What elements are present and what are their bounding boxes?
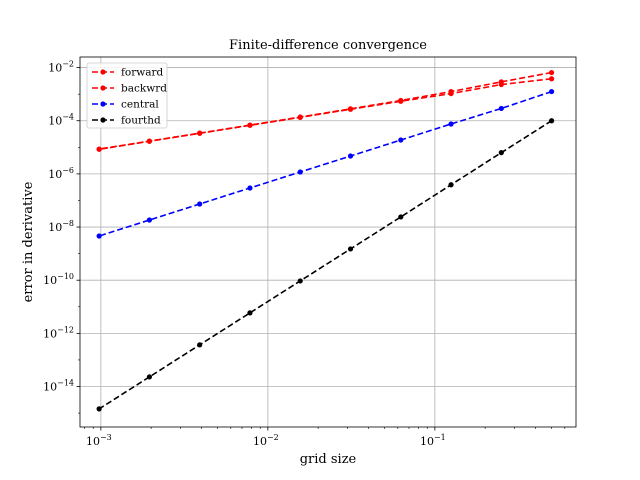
data-point-central [398, 137, 404, 143]
legend: forward backwrd central fourthd [86, 62, 168, 129]
x-tick-label: 10−3 [86, 433, 112, 448]
data-point-fourthd [146, 374, 153, 380]
data-point-backwrd [146, 138, 153, 144]
data-point-central [146, 217, 153, 223]
legend-label: backwrd [121, 83, 167, 95]
data-point-central [96, 233, 102, 239]
chart-title: Finite-difference convergence [229, 38, 427, 53]
data-point-central [247, 185, 253, 191]
data-point-backwrd [398, 98, 404, 104]
data-point-backwrd [347, 106, 354, 112]
series-line-backwrd [99, 77, 552, 151]
y-tick-label: 10−6 [48, 166, 74, 181]
data-point-backwrd [297, 114, 303, 120]
data-point-fourthd [347, 246, 354, 252]
data-point-backwrd [96, 146, 102, 152]
data-point-fourthd [498, 150, 504, 156]
y-tick-label: 10−14 [43, 379, 74, 394]
data-point-central [498, 105, 504, 112]
data-point-fourthd [398, 214, 404, 220]
legend-label: fourthd [121, 115, 161, 127]
x-tick-label: 10−1 [420, 433, 446, 448]
data-point-fourthd [448, 182, 454, 188]
data-point-fourthd [96, 406, 102, 412]
series-line-central [98, 90, 552, 237]
legend-swatch-marker [100, 69, 106, 75]
data-point-central [448, 121, 454, 127]
data-point-central [197, 201, 203, 207]
legend-item-backwrd: backwrd [92, 83, 167, 95]
legend-box [86, 62, 168, 129]
data-point-fourthd [297, 278, 303, 284]
x-tick-label: 10−2 [253, 433, 279, 448]
series-fourthd [96, 118, 555, 412]
legend-label: forward [121, 67, 163, 79]
y-tick-label: 10−4 [48, 113, 74, 128]
data-point-central [549, 88, 555, 95]
legend-item-central: central [92, 99, 159, 111]
data-point-backwrd [498, 81, 504, 88]
data-point-fourthd [197, 342, 203, 348]
series-central [96, 88, 555, 239]
y-tick-label: 10−2 [48, 60, 74, 75]
y-tick-label: 10−10 [43, 272, 74, 287]
data-point-backwrd [197, 130, 203, 136]
legend-swatch-marker [100, 117, 106, 123]
data-point-central [297, 169, 303, 175]
data-point-backwrd [247, 122, 253, 128]
legend-label: central [121, 99, 159, 111]
legend-swatch-marker [100, 101, 106, 107]
y-tick-label: 10−8 [48, 219, 74, 234]
data-point-fourthd [247, 310, 253, 316]
data-point-backwrd [448, 90, 454, 97]
series-backwrd [96, 76, 555, 152]
data-point-fourthd [549, 118, 555, 124]
y-axis-label: error in derivative [21, 181, 36, 302]
data-point-backwrd [549, 76, 555, 82]
data-point-forward [549, 69, 555, 76]
data-point-central [347, 153, 354, 159]
legend-item-fourthd: fourthd [92, 115, 161, 127]
legend-item-forward: forward [92, 67, 163, 79]
x-axis-label: grid size [300, 452, 357, 467]
series-lines [96, 69, 555, 412]
legend-swatch-marker [100, 85, 106, 91]
y-tick-label: 10−12 [43, 325, 74, 340]
gridlines [80, 57, 576, 427]
plot-area-frame [79, 56, 577, 428]
